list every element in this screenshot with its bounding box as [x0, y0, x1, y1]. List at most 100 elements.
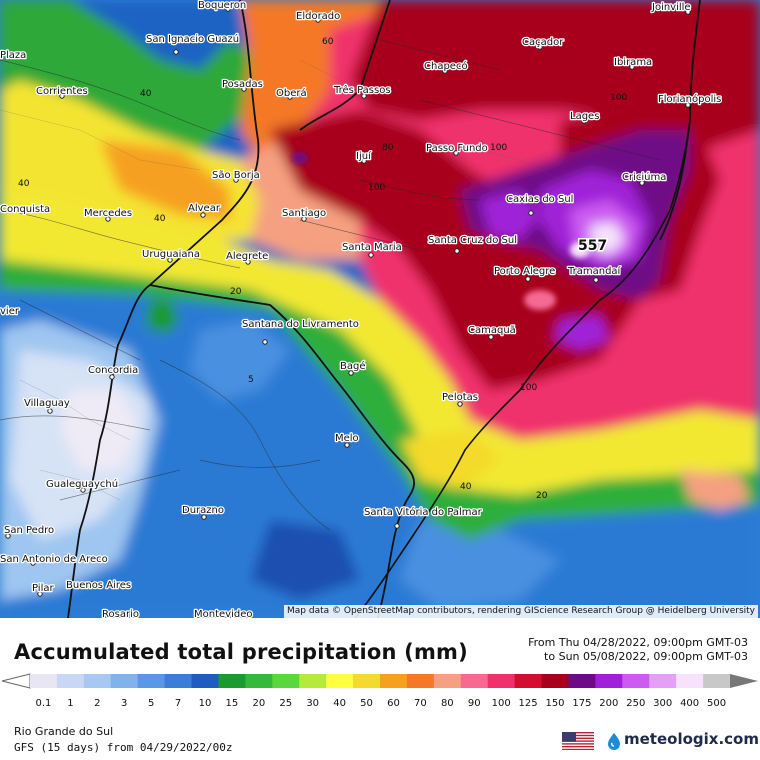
scale-tick-label: 10 — [199, 698, 212, 708]
city-label: Três Passos — [333, 84, 391, 96]
scale-tick-label: 1 — [67, 698, 73, 708]
meteologix-logo-icon — [608, 733, 620, 750]
scale-tick-label: 70 — [414, 698, 427, 708]
scale-tick-label: 150 — [545, 698, 564, 708]
scale-arrow-high — [730, 674, 758, 688]
contour-label: 20 — [230, 287, 242, 297]
scale-swatch — [433, 674, 462, 688]
scale-tick-label: 300 — [653, 698, 672, 708]
city-label: Chapecó — [424, 60, 468, 72]
scale-tick-label: 7 — [175, 698, 181, 708]
contour-label: 100 — [368, 183, 385, 193]
city-label: Eldorado — [296, 11, 340, 22]
scale-tick-label: 60 — [387, 698, 400, 708]
city-label: Ibirama — [614, 57, 652, 68]
map-attribution: Map data © OpenStreetMap contributors, r… — [284, 605, 758, 618]
scale-tick-label: 500 — [707, 698, 726, 708]
scale-swatch — [83, 674, 112, 688]
city-label: Buenos Aires — [66, 580, 131, 591]
contour-label: 80 — [382, 143, 394, 153]
scale-arrow-low — [1, 673, 31, 689]
scale-swatch — [30, 674, 58, 688]
precip-highlights — [292, 152, 590, 310]
contour-label: 40 — [140, 89, 152, 99]
city-label: Conquista — [0, 204, 50, 215]
city-label: Santa Maria — [342, 242, 402, 253]
coastline — [354, 119, 691, 618]
contour-label: 40 — [154, 214, 166, 224]
scale-tick-label: 15 — [226, 698, 239, 708]
city-label: Tramandaí — [567, 265, 622, 277]
scale-tick-label: 25 — [279, 698, 292, 708]
scale-tick-label: 3 — [121, 698, 127, 708]
scale-swatch — [703, 674, 731, 688]
city-label: Santana do Livramento — [242, 319, 359, 330]
minor-roads — [0, 59, 601, 561]
city-label: Corrientes — [36, 86, 88, 97]
city-markers — [5, 6, 691, 597]
contour-label: 20 — [536, 491, 548, 501]
max-value-label: 557 — [578, 238, 607, 254]
scale-tick-label: 200 — [599, 698, 618, 708]
legend-panel — [0, 618, 760, 760]
scale-tick-label: 20 — [252, 698, 265, 708]
city-label: Boqueron — [198, 0, 246, 11]
date-to: to Sun 05/08/2022, 09:00pm GMT-03 — [544, 650, 748, 663]
scale-swatch — [568, 674, 596, 688]
city-label: Uruguaiana — [142, 249, 200, 260]
city-label: Caçador — [522, 37, 564, 48]
scale-swatch — [110, 674, 139, 688]
contour-label: 100 — [520, 383, 537, 393]
contour-label: 60 — [322, 37, 334, 47]
city-label: Joinville — [651, 2, 691, 13]
scale-swatch — [622, 674, 650, 688]
city-label: Santa Cruz do Sul — [428, 235, 517, 246]
city-label: San Antonio de Areco — [0, 554, 108, 565]
scale-swatch — [299, 674, 327, 688]
contour-label: 5 — [248, 375, 254, 385]
scale-swatch — [487, 674, 516, 688]
scale-swatch — [406, 674, 435, 688]
contour-label: 40 — [18, 179, 30, 189]
city-label: Camaquã — [468, 325, 516, 336]
city-label: Criciúma — [622, 171, 666, 183]
scale-swatch — [164, 674, 193, 688]
city-label: Oberá — [276, 87, 307, 99]
scale-tick-label: 50 — [360, 698, 373, 708]
scale-swatch — [514, 674, 543, 688]
brand-name[interactable]: meteologix.com — [624, 730, 759, 748]
city-label: Santiago — [282, 208, 326, 219]
city-label: Villaguay — [24, 398, 70, 409]
city-label: San Pedro — [4, 525, 54, 536]
city-label: Plaza — [0, 50, 26, 61]
city-label: Pilar — [32, 583, 54, 594]
city-label: Montevideo — [194, 609, 252, 618]
contour-label: 40 — [460, 482, 472, 492]
contour-labels: 60 80 100 40 100 40 20 5 100 40 20 100 4… — [18, 37, 627, 501]
city-label: San Ignacio Guazú — [146, 33, 239, 45]
city-label: Ijuí — [356, 150, 372, 162]
scale-tick-label: 40 — [333, 698, 346, 708]
date-from: From Thu 04/28/2022, 09:00pm GMT-03 — [528, 636, 748, 649]
city-label: Alvear — [188, 203, 221, 214]
region-label: Rio Grande do Sul — [14, 725, 114, 738]
city-label: Alegrete — [226, 251, 268, 262]
contour-label: 100 — [610, 93, 627, 103]
us-flag-icon[interactable] — [562, 732, 594, 750]
precip-field — [0, 0, 760, 618]
scale-tick-label: 2 — [94, 698, 100, 708]
scale-swatch — [245, 674, 273, 688]
city-label: Durazno — [182, 505, 224, 516]
scale-swatch — [649, 674, 677, 688]
scale-swatch — [56, 674, 85, 688]
scale-tick-label: 125 — [519, 698, 538, 708]
scale-swatch — [326, 674, 354, 688]
scale-tick-label: 80 — [441, 698, 454, 708]
scale-swatch — [380, 674, 408, 688]
scale-swatch — [595, 674, 623, 688]
scale-swatch — [218, 674, 246, 688]
city-label: Caxias do Sul — [506, 194, 573, 205]
scale-swatch — [191, 674, 219, 688]
city-label: vier — [0, 306, 20, 317]
scale-tick-label: 100 — [492, 698, 511, 708]
